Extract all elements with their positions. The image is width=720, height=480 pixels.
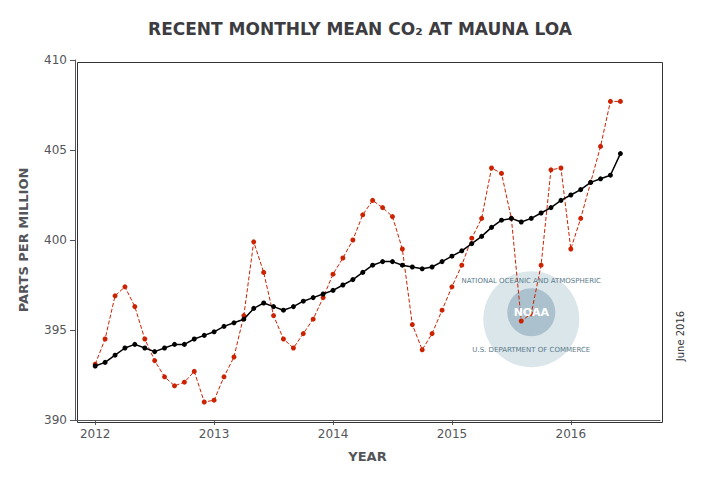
svg-text:2016: 2016 [556, 427, 587, 441]
svg-text:2015: 2015 [437, 427, 468, 441]
svg-text:395: 395 [44, 323, 67, 337]
svg-text:410: 410 [44, 53, 67, 67]
svg-text:YEAR: YEAR [347, 449, 386, 464]
svg-text:2012: 2012 [80, 427, 111, 441]
svg-text:June 2016: June 2016 [675, 311, 686, 362]
svg-text:NATIONAL OCEANIC AND ATMOSPHER: NATIONAL OCEANIC AND ATMOSPHERIC [462, 277, 601, 285]
svg-text:PARTS PER MILLION: PARTS PER MILLION [16, 168, 31, 313]
svg-text:390: 390 [44, 413, 67, 427]
svg-text:405: 405 [44, 143, 67, 157]
svg-text:2013: 2013 [199, 427, 230, 441]
svg-text:RECENT MONTHLY MEAN CO₂ AT MAU: RECENT MONTHLY MEAN CO₂ AT MAUNA LOA [148, 19, 573, 39]
svg-text:2014: 2014 [318, 427, 349, 441]
svg-text:NOAA: NOAA [514, 306, 550, 319]
svg-text:U.S. DEPARTMENT OF COMMERCE: U.S. DEPARTMENT OF COMMERCE [472, 346, 590, 354]
svg-text:400: 400 [44, 233, 67, 247]
